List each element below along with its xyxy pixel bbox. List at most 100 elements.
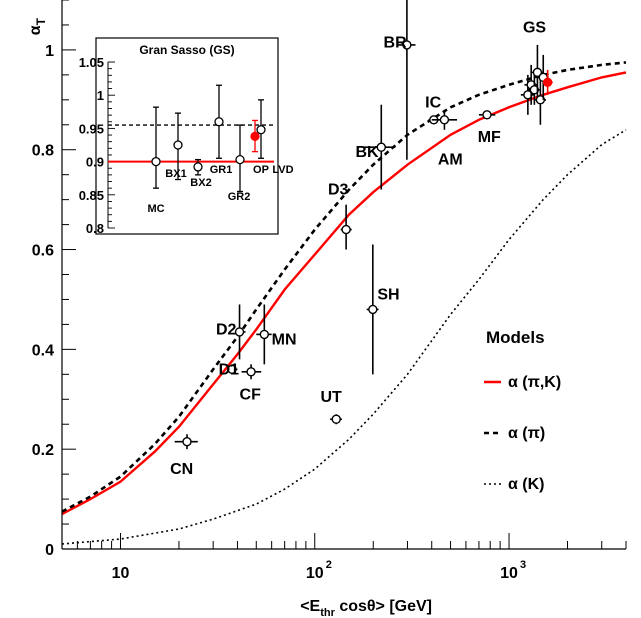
legend-title: Models	[486, 328, 545, 347]
inset-tick-label: 0.9	[86, 155, 104, 170]
legend-item-dotted: α (K)	[484, 476, 545, 493]
y-axis-title-sub: T	[34, 17, 48, 25]
inset-point-marker	[173, 140, 183, 150]
legend-label: α (π)	[508, 425, 545, 442]
point-marker	[532, 67, 543, 78]
y-tick-label: 0	[45, 542, 54, 559]
point-label-sh: SH	[377, 286, 399, 303]
legend-label: α (π,K)	[508, 374, 561, 391]
point-label-d1: D1	[219, 361, 240, 378]
data-point-am	[431, 109, 458, 130]
inset-point-mc: MC	[147, 106, 165, 215]
inset-point-label: LVD	[272, 164, 293, 176]
data-point-br	[398, 0, 416, 160]
x-tick-exponent: 3	[520, 559, 526, 571]
inset-point-label: BX2	[190, 177, 211, 189]
data-point-mn	[256, 304, 272, 365]
point-label-br: BR	[384, 34, 408, 51]
x-axis-title: <Ethr cosθ> [GeV]	[300, 598, 432, 618]
point-marker	[402, 40, 412, 50]
inset-point-op: OP	[253, 99, 269, 176]
inset-point-label: MC	[147, 203, 164, 215]
point-marker	[246, 367, 256, 377]
inset-point-lvd: LVD	[250, 119, 294, 176]
x-tick-label: 10 2	[306, 559, 332, 582]
data-point-sh	[366, 244, 379, 375]
point-marker	[529, 85, 540, 95]
y-tick-label: 0.8	[32, 143, 54, 160]
point-label-bk: BK	[355, 144, 379, 161]
point-marker	[439, 115, 450, 125]
x-axis-title-pre: <E	[300, 598, 320, 615]
inset-tick-label: 0.95	[79, 121, 104, 136]
x-tick-base: 10	[112, 565, 130, 582]
data-point-gs-gr1	[531, 44, 544, 100]
point-marker	[368, 304, 378, 315]
legend-item-solid: α (π,K)	[484, 374, 561, 391]
inset-point-label: GR2	[228, 191, 251, 203]
data-point-d2	[234, 304, 246, 360]
legend-label: α (K)	[508, 476, 545, 493]
y-axis-title-main: α	[27, 25, 44, 35]
point-label-gs: GS	[523, 19, 546, 36]
point-label-cn: CN	[170, 461, 193, 478]
inset-point-gr2: GR2	[228, 124, 251, 203]
x-tick-base: 10	[306, 565, 324, 582]
inset-tick-label: 0.85	[79, 188, 104, 203]
inset-point-bx2: BX2	[190, 158, 212, 189]
inset-point-bx1: BX1	[165, 112, 187, 181]
y-tick-label: 0.6	[32, 243, 54, 260]
y-axis-title: αT	[27, 17, 48, 35]
inset-point-label: GR1	[210, 164, 233, 176]
point-marker	[331, 414, 341, 424]
inset-tick-label: 1.05	[79, 55, 104, 70]
data-point-ut	[330, 414, 342, 425]
point-label-am: AM	[438, 152, 463, 169]
data-point-cf	[241, 364, 262, 380]
point-label-d2: D2	[216, 321, 237, 338]
data-point-d3	[340, 204, 352, 250]
inset-panel	[95, 37, 279, 235]
y-tick-label: 0.2	[32, 442, 54, 459]
inset-point-gr1: GR1	[210, 84, 233, 176]
inset-point-marker	[256, 125, 266, 135]
inset-point-marker	[214, 117, 224, 127]
point-label-d3: D3	[328, 182, 349, 199]
inset-point-marker	[151, 156, 161, 167]
legend-item-dashed: α (π)	[484, 425, 545, 442]
point-label-ic: IC	[425, 94, 441, 111]
data-point-gs-lvd	[542, 69, 553, 95]
data-point-bk	[364, 104, 396, 190]
point-marker	[259, 329, 270, 340]
point-marker	[227, 364, 237, 375]
inset-point-label: BX1	[165, 168, 186, 180]
x-tick-label: 10 3	[500, 559, 526, 582]
x-tick-exponent: 2	[326, 559, 332, 571]
data-point-d1	[227, 364, 238, 375]
point-marker	[234, 327, 245, 337]
inset-tick-label: 0.8	[86, 221, 104, 236]
x-tick-base: 10	[500, 565, 518, 582]
point-marker	[542, 77, 553, 88]
inset-point-label: OP	[253, 164, 269, 176]
y-tick-label: 1	[45, 43, 54, 60]
x-axis-title-sub: thr	[320, 607, 335, 618]
point-label-mf: MF	[478, 129, 501, 146]
x-tick-label: 10	[112, 565, 130, 582]
point-marker	[182, 436, 192, 447]
point-label-ut: UT	[320, 389, 342, 406]
point-marker	[341, 224, 351, 235]
data-point-mf	[478, 110, 496, 120]
model-curve-dotted	[61, 129, 627, 545]
inset-point-marker	[250, 131, 260, 142]
x-axis-title-post: cosθ> [GeV]	[335, 598, 432, 615]
point-label-cf: CF	[240, 386, 262, 403]
point-marker	[535, 95, 546, 105]
point-label-mn: MN	[272, 331, 297, 348]
inset-title: Gran Sasso (GS)	[139, 43, 234, 57]
inset-tick-label: 1	[97, 88, 104, 103]
y-tick-label: 0.4	[32, 342, 54, 359]
data-point-gs-gr2	[534, 74, 547, 125]
data-point-cn	[174, 434, 198, 450]
